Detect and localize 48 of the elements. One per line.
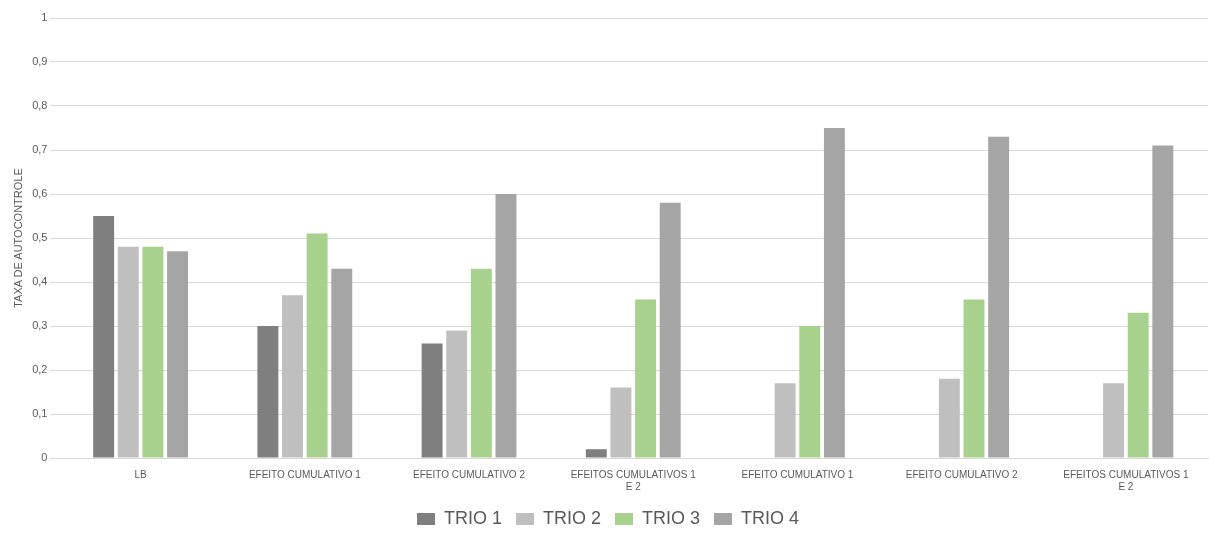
bar [1103,383,1125,458]
y-tick-label: 0,9 [32,55,48,68]
bar [142,246,164,458]
bar [988,136,1010,458]
x-tick-label: LB [134,468,148,480]
legend-label: TRIO 4 [741,507,800,528]
x-tick-label: EFEITO CUMULATIVO 2 [413,468,526,480]
bar [585,449,607,458]
bar [799,326,821,458]
x-tick-label: EFEITOS CUMULATIVOS 1 E 2 [570,468,697,492]
x-tick-label: EFEITOS CUMULATIVOS 1 E 2 [1063,468,1189,492]
bar [306,233,328,458]
y-tick-label: 0,2 [32,363,48,376]
bar [774,383,796,458]
bar [117,246,139,458]
bar [282,295,303,458]
bar [167,251,189,458]
bar [635,299,657,458]
bar [938,378,960,458]
x-tick-label: EFEITO CUMULATIVO 1 [248,468,362,480]
y-tick-label: 0,4 [32,275,48,288]
bar [1127,312,1149,458]
y-axis-title: TAXA DE AUTOCONTROLE [11,168,24,308]
bar [1152,145,1174,458]
bar [495,194,517,458]
y-tick-label: 0 [41,451,48,464]
y-tick-label: 0,7 [32,143,48,156]
legend-label: TRIO 3 [642,507,701,528]
y-tick-label: 0,5 [32,231,48,244]
bar [470,268,492,458]
bar [93,216,115,458]
y-tick-label: 1 [41,11,48,24]
bar [963,299,985,458]
bar [446,330,468,458]
y-tick-label: 0,1 [32,407,48,420]
bar [823,128,845,458]
x-tick-label: EFEITO CUMULATIVO 2 [905,468,1019,480]
y-tick-label: 0,6 [32,187,48,200]
y-tick-label: 0,8 [32,99,48,112]
bar [610,387,632,458]
bar [421,343,443,458]
bar [331,268,353,458]
x-tick-label: EFEITO CUMULATIVO 1 [741,468,854,480]
bar [659,202,681,458]
legend-label: TRIO 2 [542,507,602,528]
bar [257,326,279,458]
legend-label: TRIO 1 [443,507,502,528]
y-tick-label: 0,3 [32,319,48,332]
